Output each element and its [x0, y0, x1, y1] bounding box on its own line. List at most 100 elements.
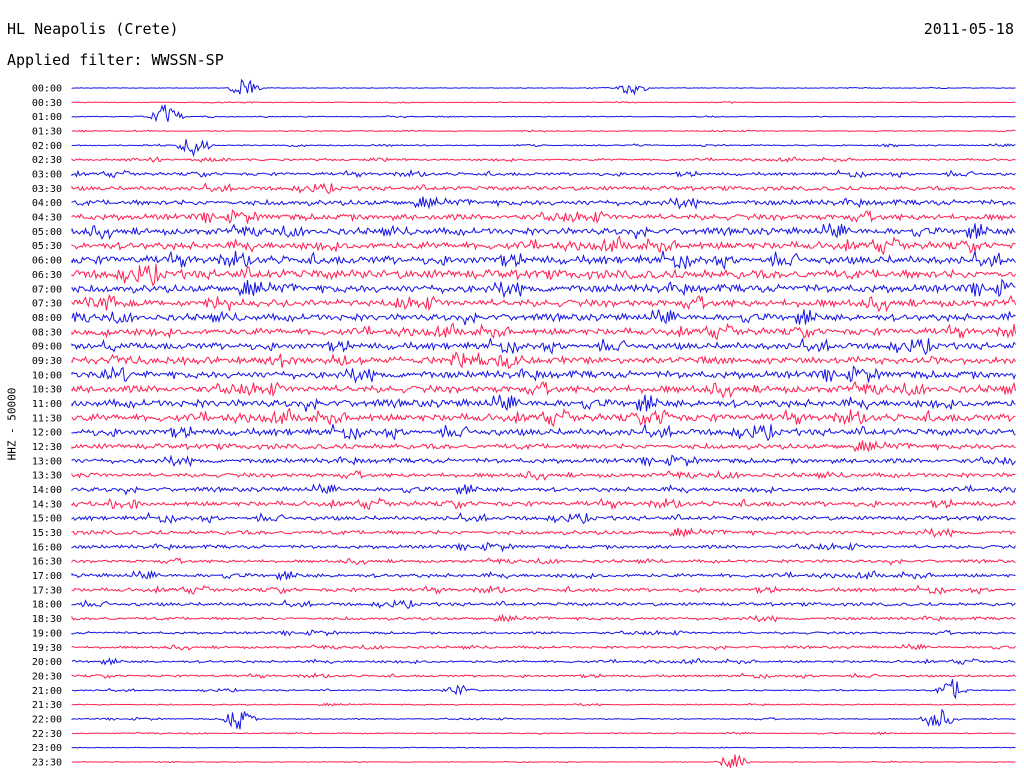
trace-row — [71, 599, 1016, 610]
time-label: 21:00 — [32, 686, 62, 697]
trace-row — [71, 338, 1016, 356]
trace-row — [71, 657, 1016, 666]
time-label: 04:00 — [32, 198, 62, 209]
trace-row — [71, 100, 1016, 104]
trace-row — [71, 679, 1016, 700]
time-label: 04:30 — [32, 213, 62, 224]
trace-row — [71, 527, 1016, 538]
trace-row — [71, 156, 1016, 163]
time-label: 13:30 — [32, 471, 62, 482]
trace-row — [71, 182, 1016, 195]
time-label: 14:30 — [32, 499, 62, 510]
trace-row — [71, 407, 1016, 428]
trace-row — [71, 263, 1016, 287]
time-label: 10:00 — [32, 370, 62, 381]
time-label: 06:00 — [32, 256, 62, 267]
trace-row — [71, 78, 1016, 96]
time-labels: 00:00 00:30 01:00 01:30 02:00 02:30 03:00 03:30… — [32, 84, 62, 769]
trace-row — [71, 439, 1016, 453]
trace-row — [71, 469, 1016, 481]
time-label: 10:30 — [32, 385, 62, 396]
time-label: 17:00 — [32, 571, 62, 582]
time-label: 20:00 — [32, 657, 62, 668]
time-label: 06:30 — [32, 270, 62, 281]
time-label: 15:00 — [32, 514, 62, 525]
time-label: 07:00 — [32, 284, 62, 295]
time-label: 00:30 — [32, 98, 62, 109]
trace-row — [71, 422, 1016, 442]
trace-row — [71, 351, 1016, 370]
time-label: 01:30 — [32, 127, 62, 138]
trace-row — [71, 322, 1016, 341]
trace-row — [71, 497, 1016, 511]
time-label: 03:00 — [32, 170, 62, 181]
trace-row — [71, 139, 1016, 158]
trace-row — [71, 250, 1016, 270]
time-label: 19:30 — [32, 643, 62, 654]
trace-row — [71, 672, 1016, 680]
time-label: 22:30 — [32, 729, 62, 740]
trace-row — [71, 511, 1016, 525]
trace-row — [71, 643, 1016, 651]
trace-row — [71, 168, 1016, 179]
trace-row — [71, 235, 1016, 256]
time-label: 22:00 — [32, 714, 62, 725]
trace-row — [71, 294, 1016, 313]
time-label: 08:00 — [32, 313, 62, 324]
date-label: 2011-05-18 — [923, 20, 1014, 38]
time-label: 02:00 — [32, 141, 62, 152]
time-label: 19:00 — [32, 628, 62, 639]
time-label: 17:30 — [32, 585, 62, 596]
time-label: 11:00 — [32, 399, 62, 410]
time-label: 03:30 — [32, 184, 62, 195]
time-label: 15:30 — [32, 528, 62, 539]
trace-row — [71, 196, 1016, 210]
time-label: 01:00 — [32, 112, 62, 123]
trace-row — [71, 541, 1016, 553]
traces — [71, 78, 1016, 769]
trace-row — [71, 629, 1016, 637]
trace-row — [71, 584, 1016, 596]
time-label: 11:30 — [32, 413, 62, 424]
time-label: 09:00 — [32, 342, 62, 353]
time-label: 12:30 — [32, 442, 62, 453]
trace-row — [71, 557, 1016, 566]
time-label: 14:00 — [32, 485, 62, 496]
time-label: 18:00 — [32, 600, 62, 611]
time-label: 08:30 — [32, 327, 62, 338]
time-label: 18:30 — [32, 614, 62, 625]
time-label: 07:30 — [32, 299, 62, 310]
time-label: 16:00 — [32, 542, 62, 553]
station-title: HL Neapolis (Crete) — [7, 20, 179, 38]
time-label: 20:30 — [32, 671, 62, 682]
time-label: 23:00 — [32, 743, 62, 754]
trace-row — [71, 569, 1016, 582]
trace-row — [71, 454, 1016, 468]
trace-row — [71, 309, 1016, 326]
time-label: 09:30 — [32, 356, 62, 367]
time-label: 05:30 — [32, 241, 62, 252]
time-label: 13:00 — [32, 456, 62, 467]
trace-row — [71, 394, 1016, 412]
time-label: 16:30 — [32, 557, 62, 568]
time-label: 02:30 — [32, 155, 62, 166]
trace-row — [71, 129, 1016, 133]
trace-row — [71, 746, 1016, 749]
filter-label: Applied filter: WWSSN-SP — [7, 51, 224, 69]
time-label: 21:30 — [32, 700, 62, 711]
trace-row — [71, 104, 1016, 123]
trace-row — [71, 278, 1016, 299]
trace-row — [71, 702, 1016, 707]
time-label: 12:00 — [32, 428, 62, 439]
trace-row — [71, 209, 1016, 224]
trace-row — [71, 754, 1016, 769]
time-label: 00:00 — [32, 84, 62, 95]
trace-row — [71, 223, 1016, 240]
trace-row — [71, 380, 1016, 399]
trace-row — [71, 483, 1016, 496]
time-label: 23:30 — [32, 757, 62, 768]
trace-row — [71, 365, 1016, 384]
trace-row — [71, 708, 1016, 730]
trace-row — [71, 613, 1016, 623]
